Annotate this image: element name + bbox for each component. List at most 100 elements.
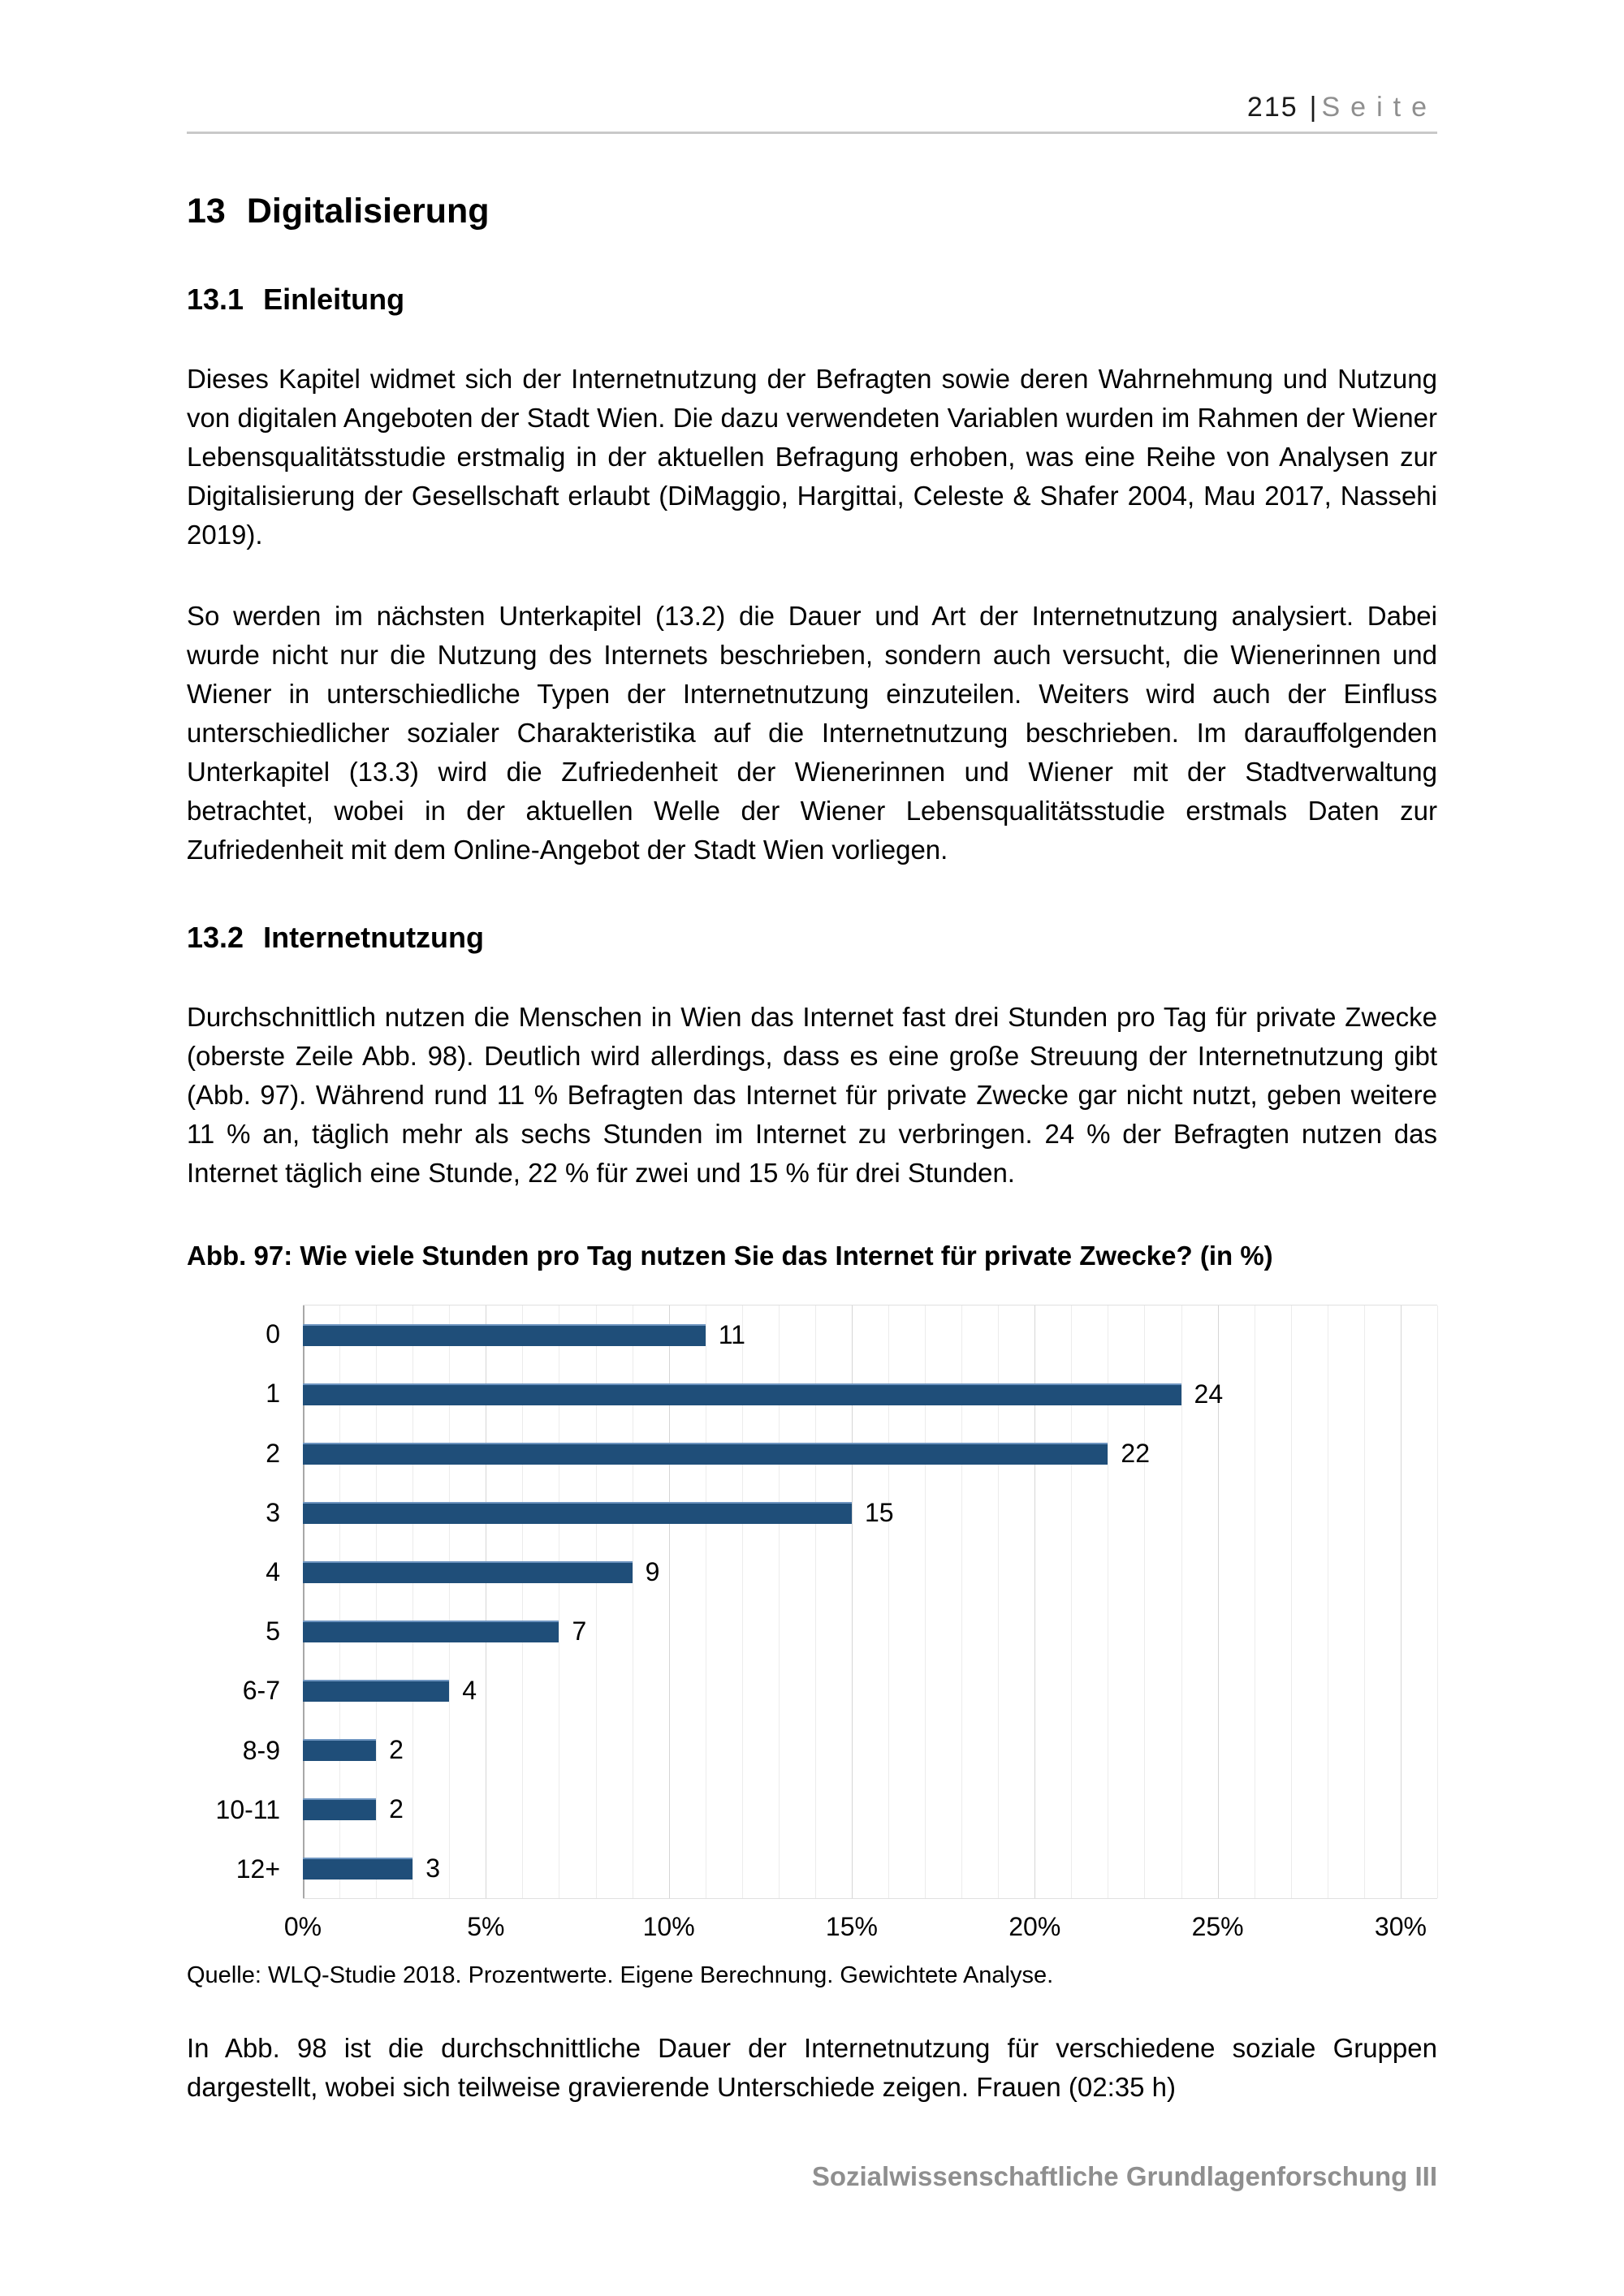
gridline xyxy=(595,1306,597,1898)
header-rule xyxy=(187,132,1437,134)
gridline xyxy=(1071,1306,1073,1898)
section-heading-einleitung: 13.1 Einleitung xyxy=(187,282,1437,317)
gridline xyxy=(1144,1306,1146,1898)
bar xyxy=(303,1383,1181,1405)
bar xyxy=(303,1502,852,1524)
bar xyxy=(303,1443,1108,1465)
category-label: 4 xyxy=(266,1556,280,1586)
bar-row: 11 xyxy=(303,1306,1437,1365)
gridline xyxy=(1034,1306,1036,1898)
gridline xyxy=(1290,1306,1292,1898)
gridline xyxy=(851,1306,853,1898)
bar-row: 4 xyxy=(303,1661,1437,1720)
page-header: 215 | Seite xyxy=(187,91,1437,123)
x-tick-label: 5% xyxy=(467,1912,505,1941)
y-axis-line xyxy=(303,1306,304,1898)
category-label: 0 xyxy=(266,1319,280,1349)
gridline xyxy=(741,1306,743,1898)
paragraph-internetnutzung: Durchschnittlich nutzen die Menschen in … xyxy=(187,1002,1437,1188)
gridline xyxy=(888,1306,890,1898)
section-title: Internetnutzung xyxy=(263,921,485,954)
gridline xyxy=(1217,1306,1219,1898)
bar-value-label: 2 xyxy=(389,1735,404,1764)
bar-value-label: 24 xyxy=(1194,1379,1224,1409)
x-tick-label: 15% xyxy=(825,1912,878,1941)
gridline xyxy=(449,1306,451,1898)
x-tick-label: 20% xyxy=(1009,1912,1061,1941)
category-label: 1 xyxy=(266,1379,280,1409)
x-tick-label: 30% xyxy=(1374,1912,1427,1941)
category-label: 5 xyxy=(266,1616,280,1646)
bar-value-label: 9 xyxy=(645,1557,660,1586)
figure-source: Quelle: WLQ-Studie 2018. Prozentwerte. E… xyxy=(187,1962,1054,1988)
category-label: 6-7 xyxy=(242,1676,280,1706)
chart-plot: 11 24 22 15 9 7 4 2 2 3 xyxy=(303,1305,1438,1899)
page-content: 215 | Seite 13 Digitalisierung 13.1 Einlei… xyxy=(187,0,1438,2193)
gridline xyxy=(998,1306,1000,1898)
gridline xyxy=(814,1306,816,1898)
bar-row: 2 xyxy=(303,1780,1437,1839)
bar-row: 3 xyxy=(303,1839,1437,1898)
page-number: 215 xyxy=(1246,92,1298,123)
section-title: Einleitung xyxy=(263,283,405,316)
category-label: 10-11 xyxy=(215,1794,280,1824)
x-tick-label: 10% xyxy=(642,1912,695,1941)
gridline xyxy=(1181,1306,1182,1898)
gridline xyxy=(668,1306,670,1898)
bar-row: 15 xyxy=(303,1483,1437,1543)
category-axis: 0 1 2 3 4 5 6-7 8-9 10-11 12+ xyxy=(187,1305,303,1899)
gridline xyxy=(1363,1306,1365,1898)
chapter-title: Digitalisierung xyxy=(246,192,490,231)
bar-value-label: 3 xyxy=(425,1854,440,1883)
section-number: 13.2 xyxy=(187,921,244,954)
page-word: Seite xyxy=(1321,92,1437,123)
bar-value-label: 7 xyxy=(572,1616,587,1646)
bar-value-label: 4 xyxy=(462,1676,477,1705)
x-tick-label: 25% xyxy=(1191,1912,1244,1941)
bar-row: 24 xyxy=(303,1365,1437,1424)
bar xyxy=(303,1680,450,1702)
paragraph-abb98: In Abb. 98 ist die durchschnittliche Dau… xyxy=(187,2033,1437,2102)
gridline xyxy=(778,1306,780,1898)
plot-wrap: 11 24 22 15 9 7 4 2 2 3 0% 5% 10% 15% 20% 25% 30% xyxy=(284,1305,1438,1956)
gridline xyxy=(925,1306,926,1898)
bar-value-label: 15 xyxy=(864,1498,894,1527)
gridline xyxy=(1400,1306,1402,1898)
bar xyxy=(303,1324,706,1346)
figure-title: Abb. 97: Wie viele Stunden pro Tag nutze… xyxy=(187,1241,1273,1271)
bar-row: 22 xyxy=(303,1424,1437,1483)
section-number: 13.1 xyxy=(187,283,244,316)
bar xyxy=(303,1858,413,1880)
gridline xyxy=(522,1306,524,1898)
gridline xyxy=(376,1306,378,1898)
category-label: 2 xyxy=(266,1438,280,1468)
bar xyxy=(303,1739,377,1761)
bar-value-label: 11 xyxy=(718,1320,745,1349)
bar-row: 9 xyxy=(303,1543,1437,1602)
gridline xyxy=(961,1306,963,1898)
bar-value-label: 22 xyxy=(1121,1439,1150,1468)
section-heading-internetnutzung: 13.2 Internetnutzung xyxy=(187,920,1437,956)
paragraph-intro-2: So werden im nächsten Unterkapitel (13.2… xyxy=(187,601,1437,865)
bar-value-label: 2 xyxy=(389,1794,404,1823)
chapter-number: 13 xyxy=(187,192,226,231)
gridline xyxy=(412,1306,414,1898)
bar-row: 7 xyxy=(303,1602,1437,1661)
gridline xyxy=(1437,1306,1438,1898)
bar xyxy=(303,1561,633,1583)
bar xyxy=(303,1798,377,1820)
x-tick-label: 0% xyxy=(283,1912,322,1941)
paragraph-intro-1: Dieses Kapitel widmet sich der Internetn… xyxy=(187,364,1437,550)
chapter-heading: 13 Digitalisierung xyxy=(187,191,1437,231)
bar xyxy=(303,1621,559,1642)
category-label: 8-9 xyxy=(242,1735,280,1765)
bar-row: 2 xyxy=(303,1720,1437,1780)
category-label: 3 xyxy=(266,1497,280,1527)
category-label: 12+ xyxy=(235,1854,280,1884)
bar-rows: 11 24 22 15 9 7 4 2 2 3 xyxy=(303,1306,1437,1898)
page-footer: Sozialwissenschaftliche Grundlagenforsch… xyxy=(811,2161,1437,2191)
bar-chart: 0 1 2 3 4 5 6-7 8-9 10-11 12+ 11 24 22 15 9 7 4 2 2 3 0% 5%… xyxy=(187,1305,1438,1956)
x-axis: 0% 5% 10% 15% 20% 25% 30% xyxy=(284,1899,1437,1956)
gridline xyxy=(339,1306,341,1898)
